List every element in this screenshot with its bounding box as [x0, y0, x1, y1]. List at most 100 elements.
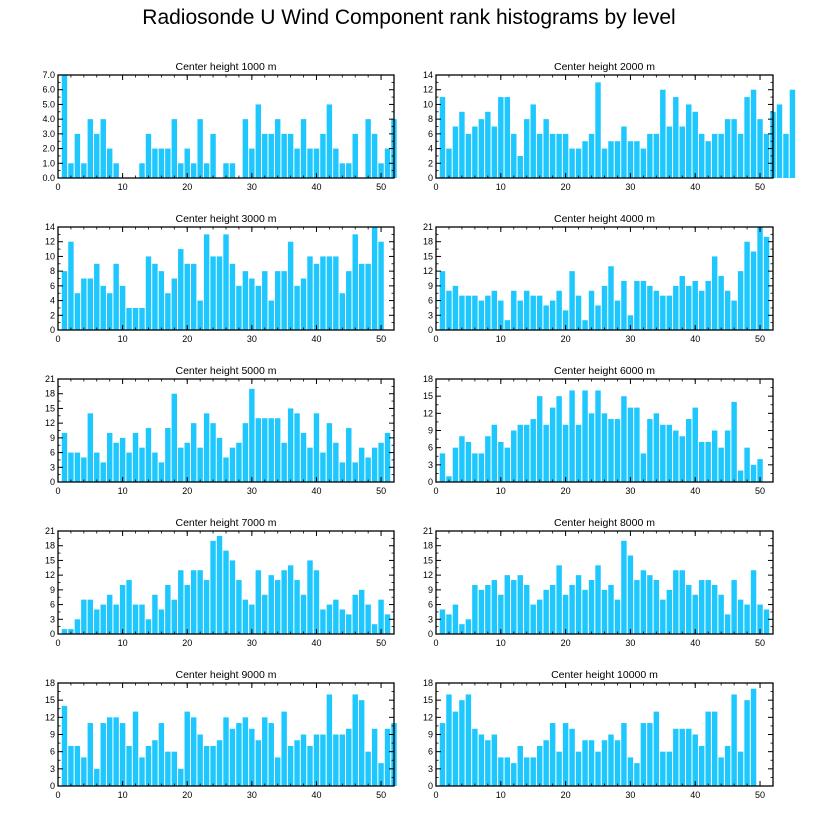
histogram-bar: [608, 141, 614, 178]
histogram-bar: [465, 295, 472, 330]
x-tick-label: 0: [55, 486, 60, 496]
histogram-bar: [582, 740, 588, 786]
histogram-bar: [588, 290, 595, 330]
histogram-bar: [498, 757, 504, 786]
histogram-bar: [255, 740, 262, 786]
x-tick-label: 20: [561, 790, 571, 800]
x-tick-label: 0: [433, 790, 438, 800]
y-tick-label: 0: [428, 781, 433, 791]
y-tick-label: 6: [428, 747, 433, 757]
histogram-bar: [274, 271, 281, 330]
y-tick-label: 0: [428, 477, 433, 487]
y-tick-label: 0: [428, 173, 433, 183]
histogram-bar: [307, 745, 313, 786]
x-tick-label: 30: [625, 638, 635, 648]
histogram-bar: [718, 447, 724, 482]
histogram-bar: [653, 580, 660, 634]
histogram-bar: [446, 476, 452, 482]
histogram-bar: [384, 148, 391, 178]
histogram-panel-9: Center height 9000 m 0 10 20 30 40 50 0 3 6 9 12 15 1…: [45, 669, 397, 800]
y-tick-label: 6: [50, 448, 55, 458]
y-tick-label: 12: [45, 712, 55, 722]
x-tick-label: 40: [690, 790, 700, 800]
histogram-bar: [491, 290, 498, 330]
histogram-bar: [371, 447, 378, 482]
histogram-bar: [255, 570, 262, 634]
y-tick-label: 9: [50, 585, 55, 595]
histogram-bar: [333, 599, 339, 634]
y-tick-label: 21: [423, 222, 433, 232]
histogram-bar: [287, 565, 294, 634]
x-tick-label: 50: [376, 182, 386, 192]
histogram-bar: [223, 457, 229, 482]
y-tick-label: 15: [45, 695, 55, 705]
histogram-bar: [536, 396, 543, 482]
histogram-bar: [536, 599, 543, 634]
histogram-bar: [171, 119, 178, 178]
histogram-bar: [333, 148, 339, 178]
histogram-bar: [750, 570, 757, 634]
histogram-bar: [640, 453, 647, 482]
y-tick-label: 12: [45, 237, 55, 247]
histogram-bar: [737, 470, 744, 482]
x-tick-label: 0: [433, 486, 438, 496]
histogram-bar: [87, 278, 94, 330]
histogram-bar: [582, 141, 588, 178]
histogram-bar: [113, 604, 119, 634]
histogram-bar: [588, 413, 595, 482]
histogram-bar: [165, 293, 171, 330]
histogram-bar: [326, 423, 333, 482]
histogram-bar: [197, 570, 203, 634]
histogram-bar: [737, 599, 744, 634]
histogram-bar: [653, 290, 660, 330]
histogram-bar: [640, 570, 647, 634]
histogram-bar: [562, 594, 569, 634]
histogram-bar: [485, 436, 491, 482]
y-tick-label: 2.0: [42, 144, 55, 154]
histogram-bar: [152, 148, 158, 178]
histogram-bar: [750, 688, 757, 786]
histogram-bar: [74, 452, 81, 482]
histogram-bar: [100, 285, 106, 330]
histogram-bar: [300, 278, 307, 330]
histogram-bar: [595, 565, 601, 634]
histogram-bar: [608, 584, 614, 634]
histogram-bar: [679, 570, 685, 634]
histogram-bar: [378, 163, 384, 178]
histogram-bar: [660, 424, 666, 482]
histogram-bar: [439, 97, 446, 178]
histogram-bar: [132, 307, 139, 330]
histogram-bar: [339, 293, 346, 330]
histogram-bar: [268, 133, 274, 178]
histogram-bar: [686, 104, 692, 178]
x-tick-label: 0: [433, 182, 438, 192]
y-tick-label: 9: [428, 585, 433, 595]
histogram-bar: [113, 263, 119, 330]
histogram-bar: [575, 575, 582, 634]
histogram-bar: [640, 148, 647, 178]
histogram-bar: [621, 396, 627, 482]
histogram-bar: [268, 418, 274, 482]
histogram-bar: [307, 256, 313, 330]
histogram-bar: [313, 734, 320, 786]
histogram-bar: [262, 594, 268, 634]
histogram-bar: [313, 413, 320, 482]
histogram-bar: [203, 163, 210, 178]
histogram-bar: [197, 447, 203, 482]
y-tick-label: 4: [428, 144, 433, 154]
histogram-bar: [87, 413, 94, 482]
histogram-bar: [588, 133, 595, 178]
x-tick-label: 50: [755, 182, 765, 192]
histogram-bar: [621, 280, 627, 330]
histogram-bar: [61, 75, 68, 178]
histogram-bar: [249, 728, 255, 786]
histogram-bar: [575, 148, 582, 178]
y-tick-label: 3.0: [42, 129, 55, 139]
histogram-bar: [119, 437, 126, 482]
x-tick-label: 10: [496, 638, 506, 648]
histogram-bar: [307, 148, 313, 178]
histogram-bar: [262, 418, 268, 482]
histogram-bar: [165, 148, 171, 178]
histogram-bar: [666, 126, 673, 178]
x-tick-label: 0: [55, 790, 60, 800]
